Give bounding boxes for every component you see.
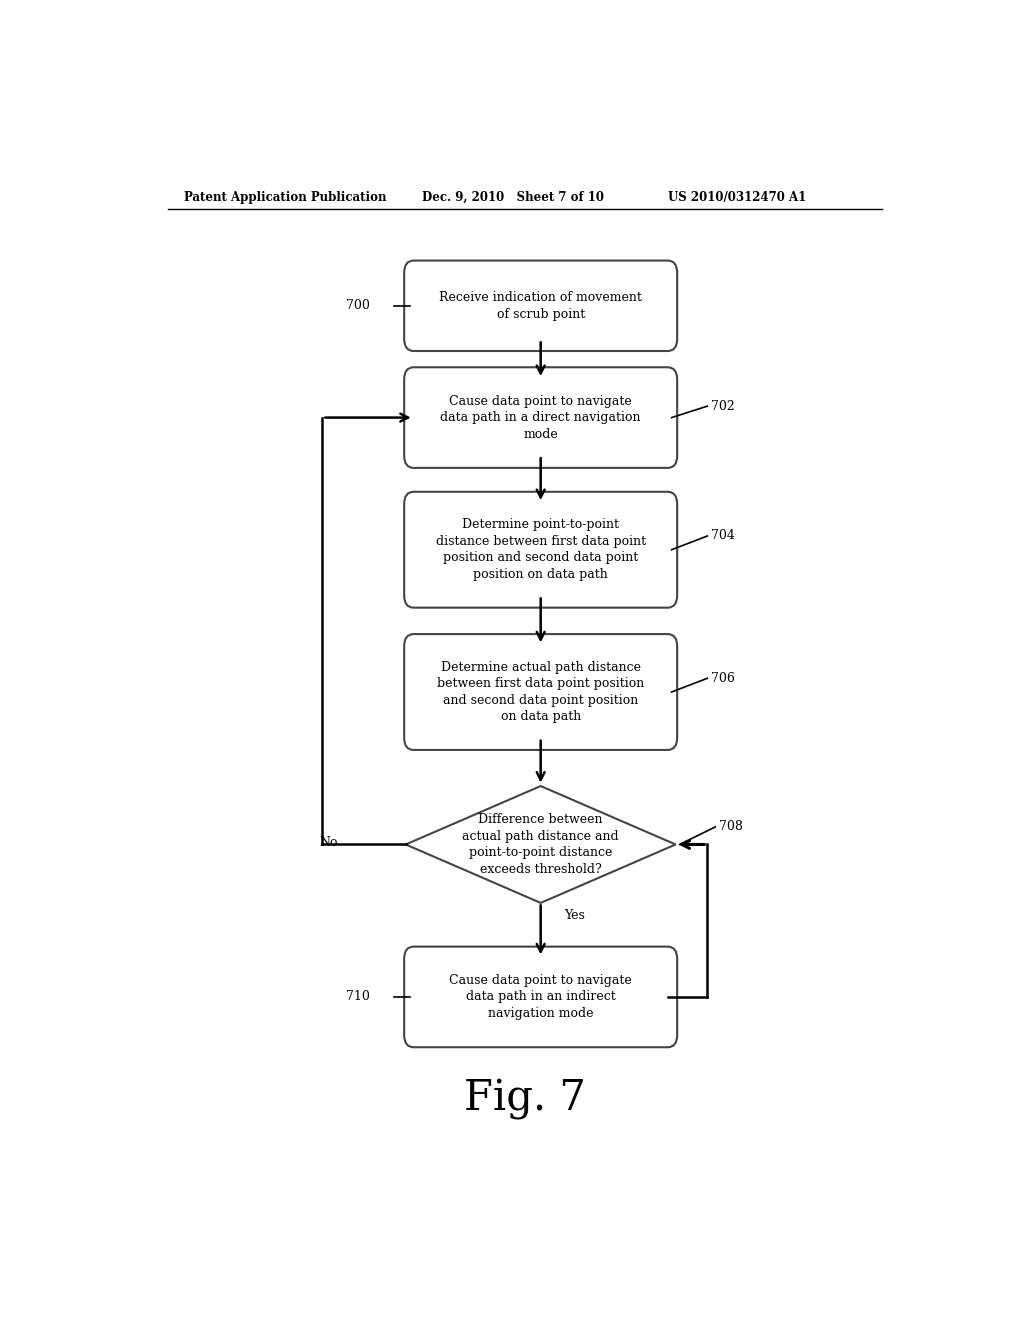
- Text: 710: 710: [346, 990, 370, 1003]
- Text: 700: 700: [346, 300, 370, 313]
- Text: Receive indication of movement
of scrub point: Receive indication of movement of scrub …: [439, 290, 642, 321]
- Text: Determine point-to-point
distance between first data point
position and second d: Determine point-to-point distance betwee…: [435, 519, 646, 581]
- FancyBboxPatch shape: [404, 946, 677, 1047]
- Text: Cause data point to navigate
data path in an indirect
navigation mode: Cause data point to navigate data path i…: [450, 974, 632, 1020]
- Text: Difference between
actual path distance and
point-to-point distance
exceeds thre: Difference between actual path distance …: [463, 813, 618, 875]
- Text: Determine actual path distance
between first data point position
and second data: Determine actual path distance between f…: [437, 661, 644, 723]
- Text: No: No: [319, 836, 338, 849]
- FancyBboxPatch shape: [404, 492, 677, 607]
- FancyBboxPatch shape: [404, 634, 677, 750]
- Polygon shape: [406, 785, 676, 903]
- Text: Patent Application Publication: Patent Application Publication: [183, 190, 386, 203]
- Text: US 2010/0312470 A1: US 2010/0312470 A1: [668, 190, 806, 203]
- Text: 704: 704: [712, 529, 735, 543]
- Text: 708: 708: [719, 821, 743, 833]
- Text: Cause data point to navigate
data path in a direct navigation
mode: Cause data point to navigate data path i…: [440, 395, 641, 441]
- FancyBboxPatch shape: [404, 260, 677, 351]
- Text: Yes: Yes: [564, 909, 586, 923]
- FancyBboxPatch shape: [404, 367, 677, 467]
- Text: Dec. 9, 2010   Sheet 7 of 10: Dec. 9, 2010 Sheet 7 of 10: [422, 190, 603, 203]
- Text: 702: 702: [712, 400, 735, 413]
- Text: 706: 706: [712, 672, 735, 685]
- Text: Fig. 7: Fig. 7: [464, 1077, 586, 1119]
